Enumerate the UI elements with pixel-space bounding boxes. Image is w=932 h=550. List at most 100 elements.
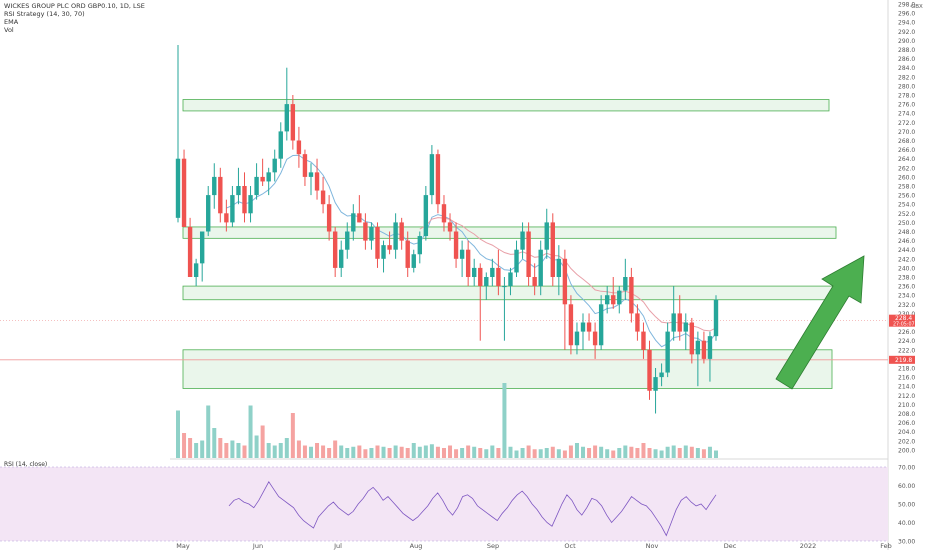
price-tick-label: 262.0 — [898, 165, 915, 172]
legend-strategy[interactable]: RSI Strategy (14, 30, 70) — [4, 10, 85, 18]
time-tick-label: Oct — [564, 542, 576, 550]
candle-body — [435, 154, 441, 205]
price-tick-label: 210.0 — [898, 402, 915, 409]
volume-bar — [399, 446, 404, 458]
candle — [453, 222, 459, 268]
candle — [695, 331, 701, 387]
candle-body — [314, 172, 320, 191]
candle — [641, 322, 646, 359]
volume-bar — [448, 445, 453, 458]
candle — [580, 313, 586, 350]
candle-body — [490, 267, 495, 277]
candle — [278, 122, 283, 168]
volume-bar — [375, 445, 380, 458]
reference-price-value: 219.8 — [895, 357, 912, 364]
legend-symbol[interactable]: WICKES GROUP PLC ORD GBP0.10, 1D, LSE — [4, 2, 145, 10]
candles — [175, 44, 719, 414]
candle-body — [514, 249, 519, 273]
candle — [175, 44, 181, 223]
currency-label: GBX — [911, 4, 923, 10]
volume-bar — [188, 438, 193, 458]
price-tick-label: 252.0 — [898, 211, 915, 218]
candle — [429, 145, 435, 205]
candle — [586, 313, 592, 341]
candle — [326, 195, 332, 241]
time-tick-label: Nov — [646, 542, 659, 550]
volume-bar — [218, 438, 223, 458]
volume-bar — [544, 448, 549, 458]
candle — [417, 231, 422, 264]
price-tick-label: 282.0 — [898, 74, 915, 81]
legend-ema[interactable]: EMA — [4, 18, 19, 26]
candle — [490, 258, 495, 287]
price-tick-label: 280.0 — [898, 83, 915, 90]
last-price-box — [889, 314, 915, 327]
price-tick-label: 238.0 — [898, 275, 915, 282]
price-tick-label: 212.0 — [898, 393, 915, 400]
volume-bar — [182, 433, 187, 458]
time-tick-label: 2022 — [800, 542, 817, 550]
candle-body — [484, 277, 489, 287]
price-axis: 298.0 296.0 294.0 292.0 290.0 288.0 286.0 284.0… — [889, 2, 923, 454]
candle — [399, 217, 404, 250]
candle — [484, 272, 489, 300]
rsi-line — [228, 481, 717, 537]
volume-bar — [550, 446, 555, 458]
volume-bar — [405, 448, 410, 458]
volume-bar — [272, 445, 277, 458]
rsi-pane: RSI (14, close) 70.00 60.00 50.00 40.00 30.00 — [0, 461, 915, 546]
price-tick-label: 272.0 — [898, 120, 915, 127]
candle — [224, 199, 229, 232]
price-tick-label: 218.0 — [898, 366, 915, 373]
candle-body — [441, 204, 447, 223]
candle-body — [302, 154, 308, 177]
candle — [520, 222, 525, 259]
volume-bar — [508, 446, 513, 458]
candle-body — [351, 213, 356, 232]
volume-bar — [502, 383, 507, 458]
price-tick-label: 242.0 — [898, 256, 915, 263]
candle — [314, 158, 320, 200]
candle — [677, 295, 682, 341]
volume-bar — [284, 438, 289, 458]
candle — [320, 176, 326, 214]
candle-body — [230, 195, 235, 223]
candle — [514, 240, 519, 277]
candle-body — [429, 154, 435, 196]
volume-bar — [599, 446, 604, 458]
candle-body — [284, 104, 290, 132]
candle — [423, 186, 429, 241]
rsi-tick-label: 70.00 — [898, 465, 915, 472]
candle — [623, 258, 628, 300]
candle-body — [345, 231, 350, 250]
candle-body — [254, 176, 259, 196]
legend-vol[interactable]: Vol — [4, 26, 14, 34]
volume-bar — [254, 435, 259, 458]
rsi-tick-label: 60.00 — [898, 483, 915, 490]
price-tick-label: 254.0 — [898, 202, 915, 209]
candle — [562, 249, 568, 350]
candle-body — [326, 204, 332, 232]
candle — [339, 240, 344, 277]
price-tick-label: 234.0 — [898, 293, 915, 300]
candle-body — [502, 286, 507, 288]
candle — [387, 231, 392, 255]
candle — [550, 213, 555, 287]
volume-bar — [496, 448, 501, 458]
volume-bar — [302, 445, 307, 458]
price-tick-label: 296.0 — [898, 11, 915, 18]
price-tick-label: 248.0 — [898, 229, 915, 236]
time-axis: May Jun Jul Aug Sep Oct Nov Dec 2022 Feb — [176, 542, 891, 550]
candle-body — [193, 263, 199, 277]
time-tick-label: Dec — [724, 542, 737, 550]
volume-bar — [351, 446, 356, 458]
volume-bar — [484, 449, 489, 458]
volume-bars — [176, 383, 718, 458]
volume-bar — [308, 446, 313, 458]
rsi-tick-label: 50.00 — [898, 502, 915, 509]
candle-body — [381, 245, 386, 259]
price-tick-label: 264.0 — [898, 156, 915, 163]
price-tick-label: 292.0 — [898, 29, 915, 36]
candle — [206, 186, 211, 237]
candle-body — [611, 295, 616, 305]
